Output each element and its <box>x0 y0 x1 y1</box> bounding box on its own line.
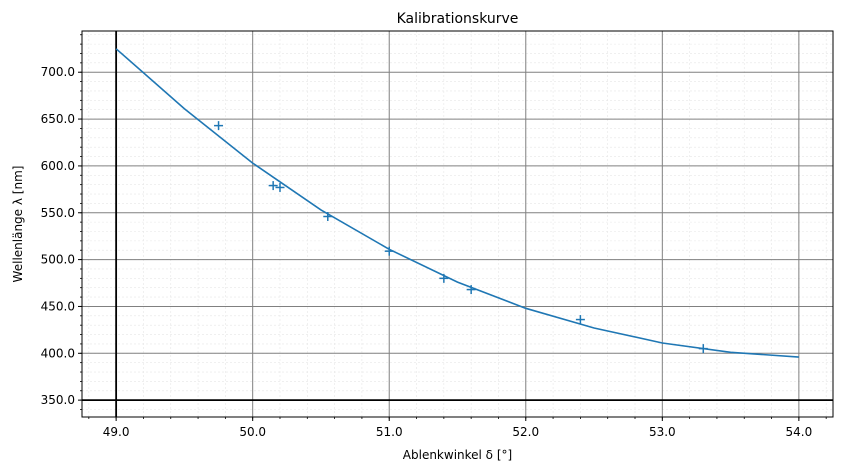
x-tick-label: 49.0 <box>103 425 130 439</box>
data-point <box>268 181 278 191</box>
data-point <box>214 121 224 131</box>
x-axis-ticks: 49.0 50.0 51.0 52.0 53.0 54.0 <box>88 417 827 439</box>
fit-curve-path <box>115 48 799 358</box>
y-tick-label: 550.0 <box>41 206 75 220</box>
x-tick-label: 52.0 <box>512 425 539 439</box>
y-tick-label: 700.0 <box>41 65 75 79</box>
data-point <box>275 182 285 192</box>
x-tick-label: 54.0 <box>786 425 813 439</box>
data-point <box>384 246 394 256</box>
y-tick-label: 450.0 <box>41 299 75 313</box>
x-tick-label: 50.0 <box>239 425 266 439</box>
x-axis-label: Ablenkwinkel δ [°] <box>403 448 512 462</box>
x-tick-label: 51.0 <box>376 425 403 439</box>
data-point <box>698 344 708 354</box>
major-grid <box>82 31 833 417</box>
plot-frame <box>81 30 834 418</box>
y-axis-ticks: 350.0 400.0 450.0 500.0 550.0 600.0 650.0 700.0 <box>41 34 82 410</box>
chart-title: Kalibrationskurve <box>397 11 519 27</box>
x-tick-label: 53.0 <box>649 425 676 439</box>
data-point <box>439 273 449 283</box>
y-axis-label: Wellenlänge λ [nm] <box>11 166 25 283</box>
fit-curve <box>115 48 799 358</box>
data-point <box>323 212 333 222</box>
y-tick-label: 400.0 <box>41 346 75 360</box>
data-point <box>466 285 476 295</box>
reference-lines <box>82 31 833 417</box>
data-markers <box>214 121 708 354</box>
data-point <box>575 315 585 325</box>
minor-grid <box>82 31 833 417</box>
y-tick-label: 650.0 <box>41 112 75 126</box>
y-tick-label: 350.0 <box>41 393 75 407</box>
y-tick-label: 500.0 <box>41 253 75 267</box>
y-tick-label: 600.0 <box>41 159 75 173</box>
